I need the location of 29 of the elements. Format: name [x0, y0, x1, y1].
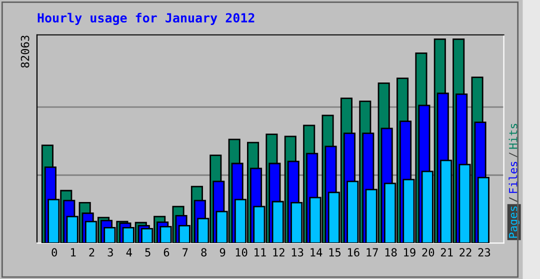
x-tick-label: 13: [292, 248, 304, 257]
x-tick-label: 16: [348, 248, 360, 257]
x-tick-label: 3: [108, 248, 113, 257]
x-tick-label: 5: [145, 248, 150, 257]
x-tick-label: 9: [220, 248, 226, 257]
x-tick-label: 8: [201, 248, 207, 257]
x-tick-label: 1: [71, 248, 76, 256]
text: 82063: [20, 36, 30, 68]
x-tick-label: 10: [236, 248, 248, 257]
x-tick-label: 21: [440, 248, 453, 256]
x-tick-label: 2: [89, 248, 94, 256]
x-tick-label: 23: [478, 248, 490, 257]
x-tick-label: 0: [52, 248, 57, 257]
x-tick-label: 11: [254, 248, 266, 256]
x-tick-label: 19: [404, 248, 416, 257]
x-tick-label: 6: [164, 248, 170, 257]
x-tick-label: 20: [422, 248, 434, 257]
x-tick-label: 17: [366, 248, 378, 256]
x-tick-label: 22: [460, 248, 472, 256]
text: Hits: [508, 124, 518, 149]
text: Pages: [509, 206, 520, 238]
chart-title: Hourly usage for January 2012: [38, 12, 254, 25]
x-tick-label: 4: [126, 248, 132, 256]
x-tick-label: 12: [273, 248, 284, 256]
x-tick-label: 7: [182, 248, 188, 256]
x-tick-label: 18: [385, 248, 397, 257]
text: Files: [508, 162, 518, 193]
x-tick-label: 15: [329, 248, 340, 257]
x-tick-label: 14: [310, 248, 322, 256]
